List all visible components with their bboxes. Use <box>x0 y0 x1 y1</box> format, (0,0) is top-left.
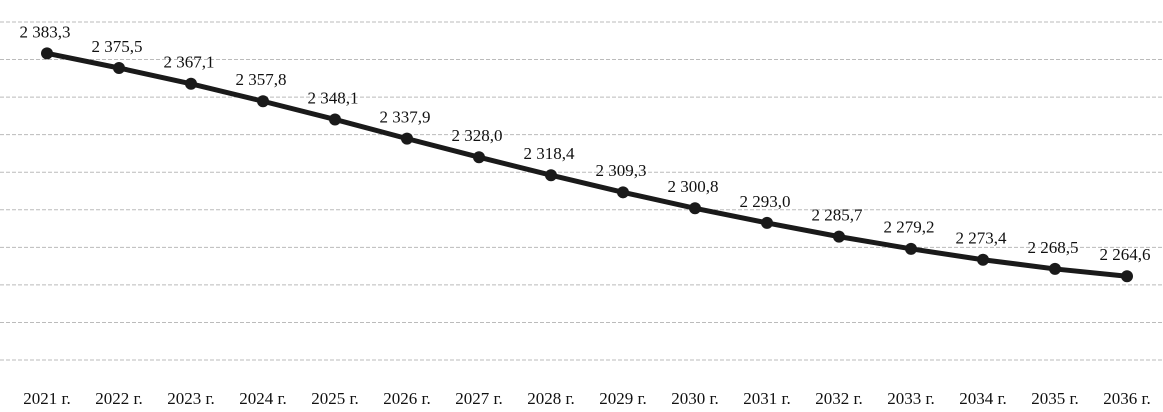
x-tick-label: 2033 г. <box>887 389 935 408</box>
marker <box>257 95 269 108</box>
data-label: 2 293,0 <box>740 192 791 211</box>
x-tick-label: 2027 г. <box>455 389 503 408</box>
marker <box>329 113 341 126</box>
data-label: 2 285,7 <box>812 206 864 225</box>
data-label: 2 300,8 <box>668 177 719 196</box>
data-label: 2 268,5 <box>1028 238 1079 257</box>
data-label: 2 337,9 <box>380 108 431 127</box>
x-tick-label: 2031 г. <box>743 389 791 408</box>
x-tick-label: 2026 г. <box>383 389 431 408</box>
x-tick-label: 2029 г. <box>599 389 647 408</box>
data-label: 2 273,4 <box>956 229 1008 248</box>
data-label: 2 383,3 <box>20 22 71 41</box>
x-tick-label: 2032 г. <box>815 389 863 408</box>
marker <box>761 216 773 229</box>
marker <box>41 47 53 60</box>
marker <box>1049 262 1061 275</box>
marker <box>401 132 413 145</box>
x-tick-label: 2022 г. <box>95 389 143 408</box>
data-label: 2 375,5 <box>92 37 143 56</box>
marker <box>1121 270 1133 283</box>
marker <box>977 253 989 266</box>
data-label: 2 264,6 <box>1100 245 1151 264</box>
x-tick-label: 2028 г. <box>527 389 575 408</box>
data-label: 2 357,8 <box>236 70 287 89</box>
data-label: 2 309,3 <box>596 161 647 180</box>
x-tick-label: 2021 г. <box>23 389 71 408</box>
x-tick-label: 2035 г. <box>1031 389 1079 408</box>
data-label: 2 279,2 <box>884 218 935 237</box>
data-label: 2 328,0 <box>452 126 503 145</box>
marker <box>185 77 197 90</box>
x-tick-label: 2024 г. <box>239 389 287 408</box>
marker <box>833 230 845 243</box>
data-label: 2 348,1 <box>308 88 359 107</box>
marker <box>473 151 485 164</box>
x-tick-label: 2025 г. <box>311 389 359 408</box>
x-tick-label: 2036 г. <box>1103 389 1151 408</box>
x-tick-label: 2034 г. <box>959 389 1007 408</box>
line <box>46 50 1128 279</box>
marker <box>617 186 629 199</box>
marker <box>113 62 125 75</box>
x-tick-label: 2030 г. <box>671 389 719 408</box>
data-label: 2 367,1 <box>164 53 215 72</box>
marker <box>689 202 701 215</box>
x-tick-label: 2023 г. <box>167 389 215 408</box>
marker <box>545 169 557 182</box>
marker <box>905 242 917 255</box>
data-label: 2 318,4 <box>524 144 576 163</box>
